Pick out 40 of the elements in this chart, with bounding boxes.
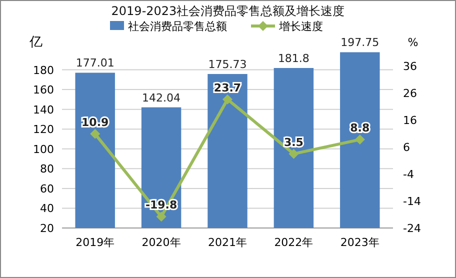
y-tick-label: 80 [40, 162, 54, 176]
y2-tick-label: -24 [403, 222, 421, 235]
point [156, 212, 166, 222]
y-tick-label: 40 [40, 202, 54, 216]
data-label: 23.7 [214, 81, 242, 94]
y-tick-label: 140 [33, 103, 54, 116]
data-label: 181.8 [278, 52, 310, 65]
x-tick-label: 2021年 [208, 236, 247, 249]
data-label: 197.75 [340, 36, 380, 50]
y2-tick-label: -14 [403, 195, 421, 208]
y2-tick-label: 36 [403, 60, 417, 74]
x-tick-label: 2023年 [340, 236, 380, 249]
data-label: 8.8 [350, 122, 370, 135]
data-label: 177.01 [76, 56, 114, 70]
y-tick-label: 160 [33, 84, 54, 97]
x-tick-label: 2019年 [76, 236, 115, 249]
y2-tick-label: 16 [403, 114, 417, 128]
data-label: 10.9 [82, 116, 109, 129]
data-label: 3.5 [284, 136, 304, 149]
y-tick-label: 120 [33, 123, 54, 136]
point [354, 134, 365, 145]
chart-title: 2019-2023社会消费品零售总额及增长速度 [111, 4, 345, 18]
data-label: 175.73 [208, 58, 247, 71]
y2-tick-label: -4 [403, 168, 414, 182]
legend-label: 社会消费品零售总额 [128, 20, 227, 33]
y-tick-label: 20 [40, 222, 54, 235]
legend-label: 增长速度 [278, 20, 323, 33]
y2-tick-label: 26 [403, 87, 417, 100]
y-tick-label: 180 [33, 64, 54, 77]
x-tick-label: 2020年 [142, 236, 181, 249]
y2-axis-title: % [408, 36, 418, 49]
y2-tick-label: 6 [403, 141, 410, 154]
point [90, 128, 100, 139]
y-axis-title: 亿 [28, 35, 42, 50]
point [222, 94, 232, 104]
y-tick-label: 60 [40, 182, 54, 196]
data-label: 142.04 [142, 91, 181, 104]
x-tick-label: 2022年 [274, 236, 314, 249]
y-tick-label: 100 [33, 142, 54, 156]
point [288, 148, 299, 159]
